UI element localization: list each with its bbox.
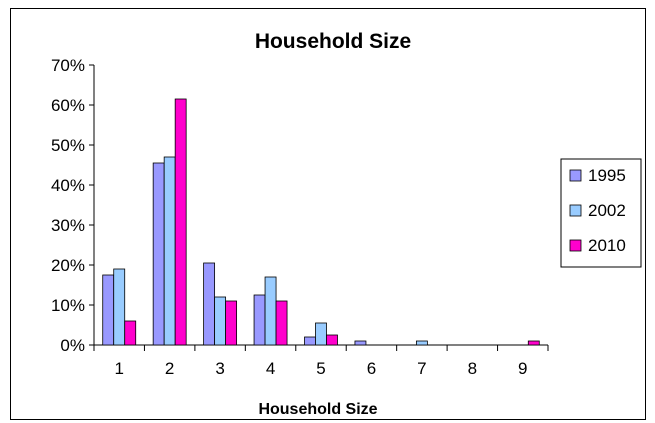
legend-label-1995: 1995 xyxy=(588,166,626,185)
x-tick-label: 7 xyxy=(417,359,426,378)
bar-2010-size-1 xyxy=(124,320,137,346)
bar-2010-size-2 xyxy=(174,98,187,346)
plot-area xyxy=(93,65,548,346)
bar-2002-size-2 xyxy=(163,156,176,346)
y-tick-label: 20% xyxy=(51,256,85,275)
y-tick-label: 60% xyxy=(51,96,85,115)
y-tick-label: 40% xyxy=(51,176,85,195)
bar-2010-size-3 xyxy=(225,300,238,346)
bar-2002-size-1 xyxy=(113,268,126,346)
x-tick-label: 4 xyxy=(266,359,275,378)
chart-frame xyxy=(10,8,646,420)
y-tick-label: 70% xyxy=(51,56,85,75)
bar-2010-size-9 xyxy=(527,340,540,346)
bar-2002-size-7 xyxy=(415,340,428,346)
bar-2010-size-4 xyxy=(275,300,288,346)
bar-2010-size-5 xyxy=(326,334,338,346)
chart-title: Household Size xyxy=(255,30,411,53)
y-tick-label: 0% xyxy=(60,336,85,355)
bar-2002-size-3 xyxy=(214,296,227,346)
x-tick-label: 3 xyxy=(215,359,224,378)
bar-2002-size-4 xyxy=(264,276,277,346)
bar-2002-size-5 xyxy=(315,322,327,346)
x-tick-label: 6 xyxy=(367,359,376,378)
x-axis-ticks: 1 2 3 4 5 6 7 8 9 xyxy=(93,345,549,378)
x-tick-label: 2 xyxy=(165,359,174,378)
x-tick-label: 9 xyxy=(518,359,527,378)
bar-1995-size-5 xyxy=(304,336,316,346)
bar-1995-size-1 xyxy=(102,274,115,346)
y-axis-ticks: 0% 10% 20% 30% 40% 50% 60% 70% xyxy=(51,56,94,355)
x-tick-label: 8 xyxy=(468,359,477,378)
x-tick-label: 5 xyxy=(316,359,325,378)
y-tick-label: 10% xyxy=(51,296,85,315)
legend-swatch-2002 xyxy=(569,204,582,217)
legend-swatch-1995 xyxy=(569,169,582,182)
bar-1995-size-2 xyxy=(152,162,165,346)
legend: 1995 2002 2010 xyxy=(560,158,642,268)
legend-label-2002: 2002 xyxy=(588,201,626,220)
bar-1995-size-3 xyxy=(203,262,216,346)
y-tick-label: 30% xyxy=(51,216,85,235)
legend-swatch-2010 xyxy=(569,239,582,252)
y-tick-label: 50% xyxy=(51,136,85,155)
x-tick-label: 1 xyxy=(114,359,123,378)
x-axis-title: Household Size xyxy=(258,401,377,418)
legend-label-2010: 2010 xyxy=(588,236,626,255)
bar-1995-size-6 xyxy=(354,340,367,346)
bar-1995-size-4 xyxy=(253,294,266,346)
